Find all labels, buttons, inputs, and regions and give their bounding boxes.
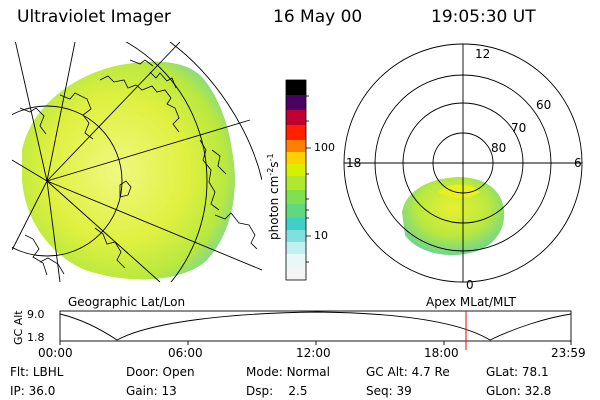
observation-time: 19:05:30 UT <box>431 7 536 27</box>
coastlines <box>19 59 258 276</box>
colorbar-tick-100: 100 <box>314 141 335 154</box>
geo-grid <box>12 42 262 282</box>
time-label-2359: 23:59 <box>551 346 586 360</box>
time-label-0600: 06:00 <box>168 346 203 360</box>
info-door: Door: Open <box>126 365 195 379</box>
info-gain: Gain: 13 <box>126 384 177 398</box>
altitude-timeline <box>59 310 572 350</box>
timeline-ytick-bottom: 1.8 <box>27 331 45 344</box>
info-seq: Seq: 39 <box>366 384 412 398</box>
info-glon: GLon: 32.8 <box>486 384 552 398</box>
mlt-label-12: 12 <box>475 47 491 61</box>
colorbar-label: photon cm-2s-1 <box>266 153 281 240</box>
observation-date: 16 May 00 <box>273 7 363 27</box>
geo-caption: Geographic Lat/Lon <box>68 295 186 309</box>
colorbar <box>285 79 311 281</box>
time-label-1200: 12:00 <box>296 346 331 360</box>
info-gcalt: GC Alt: 4.7 Re <box>366 365 450 379</box>
mlat-label-70: 70 <box>511 121 527 135</box>
apex-caption: Apex MLat/MLT <box>426 295 516 309</box>
mlt-label-6: 6 <box>574 156 582 170</box>
timeline-ytick-top: 9.0 <box>27 308 45 321</box>
polar-plot <box>343 43 583 283</box>
mlat-label-80: 80 <box>491 141 507 155</box>
time-label-0000: 00:00 <box>38 346 73 360</box>
info-mode: Mode: Normal <box>246 365 330 379</box>
mlat-label-60: 60 <box>536 98 552 112</box>
geographic-map <box>12 42 262 282</box>
right-auroral-oval <box>402 177 505 256</box>
colorbar-tick-10: 10 <box>314 229 328 242</box>
mlt-label-0: 0 <box>466 278 474 292</box>
time-label-1800: 18:00 <box>424 346 459 360</box>
info-ip: IP: 36.0 <box>10 384 56 398</box>
info-glat: GLat: 78.1 <box>486 365 549 379</box>
info-flt: Flt: LBHL <box>10 365 64 379</box>
mlt-label-18: 18 <box>346 156 362 170</box>
left-auroral-image <box>22 61 235 280</box>
instrument-title: Ultraviolet Imager <box>17 7 171 27</box>
timeline-ylabel: GC Alt <box>12 310 25 345</box>
info-dsp: Dsp: 2.5 <box>246 384 308 398</box>
